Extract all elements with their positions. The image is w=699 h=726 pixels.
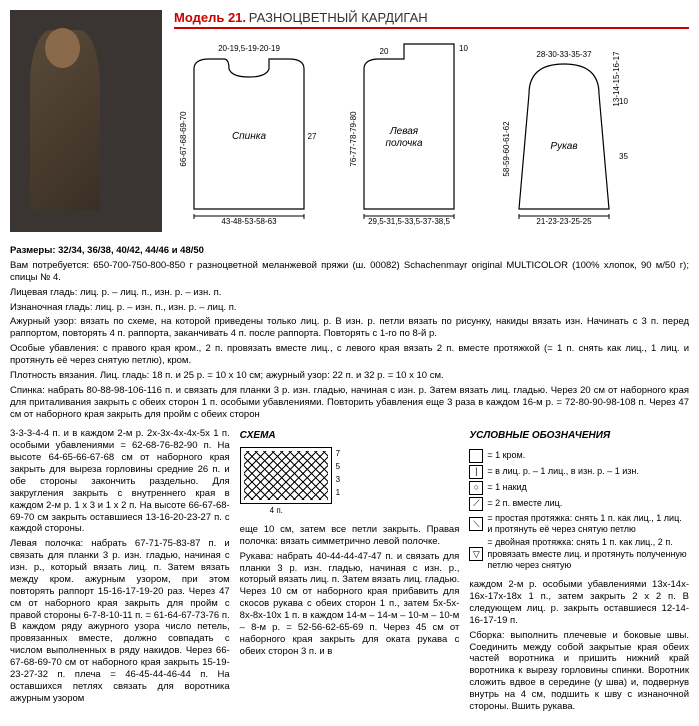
col4-p1: каждом 2-м р. особыми убавлениями 13x-14…	[469, 579, 689, 627]
svg-text:28-30-33-35-37: 28-30-33-35-37	[536, 50, 592, 59]
legend-text: = 2 п. вместе лиц.	[487, 498, 562, 509]
col3-p2: Рукава: набрать 40-44-44-47-47 п. и связ…	[240, 551, 460, 658]
svg-text:20: 20	[380, 47, 389, 56]
col2-p1: 3-3-3-4-4 п. и в каждом 2-м р. 2x-3x-4x-…	[10, 428, 230, 535]
legend-title: УСЛОВНЫЕ ОБОЗНАЧЕНИЯ	[469, 430, 689, 443]
legend-text: = в лиц. р. – 1 лиц., в изн. р. – 1 изн.	[487, 466, 638, 477]
svg-text:21-23-23-25-25: 21-23-23-25-25	[536, 217, 592, 226]
plot-line: Плотность вязания. Лиц. гладь: 18 п. и 2…	[10, 370, 689, 382]
column-2: 3-3-3-4-4 п. и в каждом 2-м р. 2x-3x-4x-…	[10, 428, 230, 715]
legend-text: = 1 кром.	[487, 450, 525, 461]
svg-text:Левая: Левая	[389, 126, 419, 137]
azhur-line: Ажурный узор: вязать по схеме, на которо…	[10, 316, 689, 340]
legend-sym	[469, 449, 483, 463]
sleeve-diagram: 28-30-33-35-37 13-14-15-16-17 10 Рукав 5…	[494, 39, 634, 229]
legend-sym: ○	[469, 481, 483, 495]
col2-p2: Левая полочка: набрать 67-71-75-83-87 п.…	[10, 538, 230, 704]
title-bar: Модель 21. РАЗНОЦВЕТНЫЙ КАРДИГАН	[174, 10, 689, 29]
svg-text:10: 10	[619, 97, 628, 106]
lits-line: Лицевая гладь: лиц. р. – лиц. п., изн. р…	[10, 287, 689, 299]
legend-sym: ⟋	[469, 497, 483, 511]
col3-p1: еще 10 см, затем все петли закрыть. Прав…	[240, 524, 460, 548]
legend-text: = 1 накид	[487, 482, 526, 493]
svg-text:29,5-31,5-33,5-37-38,5: 29,5-31,5-33,5-37-38,5	[368, 217, 450, 226]
schema-rows: 7531	[336, 447, 340, 499]
svg-text:66-67-68-69-70: 66-67-68-69-70	[179, 111, 188, 167]
legend-text: = двойная протяжка: снять 1 п. как лиц.,…	[487, 537, 689, 571]
legend-text: = простая протяжка: снять 1 п. как лиц.,…	[487, 513, 689, 536]
model-number: Модель 21.	[174, 10, 246, 25]
schema-title: СХЕМА	[240, 430, 460, 443]
column-3: СХЕМА 7531 4 п. еще 10 см, затем все пет…	[240, 428, 460, 715]
pattern-diagrams: 20-19,5-19-20-19 Спинка 66-67-68-69-70 2…	[174, 39, 689, 239]
ubav-line: Особые убавления: с правого края кром., …	[10, 343, 689, 367]
col4-p2: Сборка: выполнить плечевые и боковые швы…	[469, 630, 689, 713]
svg-text:27: 27	[308, 132, 317, 141]
legend-sym: ⟍	[469, 517, 483, 531]
back-diagram: 20-19,5-19-20-19 Спинка 66-67-68-69-70 2…	[174, 39, 324, 229]
legend-sym: ▽	[469, 547, 483, 561]
svg-text:полочка: полочка	[385, 138, 422, 149]
front-diagram: 20 10 Левая полочка 76-77-78-79-80 29,5-…	[344, 39, 474, 229]
svg-text:43-48-53-58-63: 43-48-53-58-63	[221, 217, 277, 226]
svg-text:76-77-78-79-80: 76-77-78-79-80	[349, 111, 358, 167]
model-name: РАЗНОЦВЕТНЫЙ КАРДИГАН	[249, 10, 428, 25]
legend-list: = 1 кром. | = в лиц. р. – 1 лиц., в изн. …	[469, 449, 689, 571]
spinka-line: Спинка: набрать 80-88-98-106-116 п. и св…	[10, 385, 689, 421]
column-4: УСЛОВНЫЕ ОБОЗНАЧЕНИЯ = 1 кром. | = в лиц.…	[469, 428, 689, 715]
yarn-line: Вам потребуется: 650-700-750-800-850 г р…	[10, 260, 689, 284]
svg-text:58-59-60-61-62: 58-59-60-61-62	[502, 121, 511, 177]
svg-text:Рукав: Рукав	[550, 141, 577, 152]
izn-line: Изнаночная гладь: лиц. р. – изн. п., изн…	[10, 302, 689, 314]
legend-sym: |	[469, 465, 483, 479]
svg-text:Спинка: Спинка	[232, 131, 267, 142]
model-photo	[10, 10, 162, 232]
schema-chart	[240, 447, 332, 504]
svg-text:35: 35	[619, 152, 628, 161]
sizes-block: Размеры: 32/34, 36/38, 40/42, 44/46 и 48…	[10, 245, 689, 420]
schema-repeat: 4 п.	[270, 506, 460, 516]
svg-text:10: 10	[459, 44, 468, 53]
svg-text:20-19,5-19-20-19: 20-19,5-19-20-19	[218, 44, 280, 53]
sizes-line: Размеры: 32/34, 36/38, 40/42, 44/46 и 48…	[10, 245, 204, 256]
